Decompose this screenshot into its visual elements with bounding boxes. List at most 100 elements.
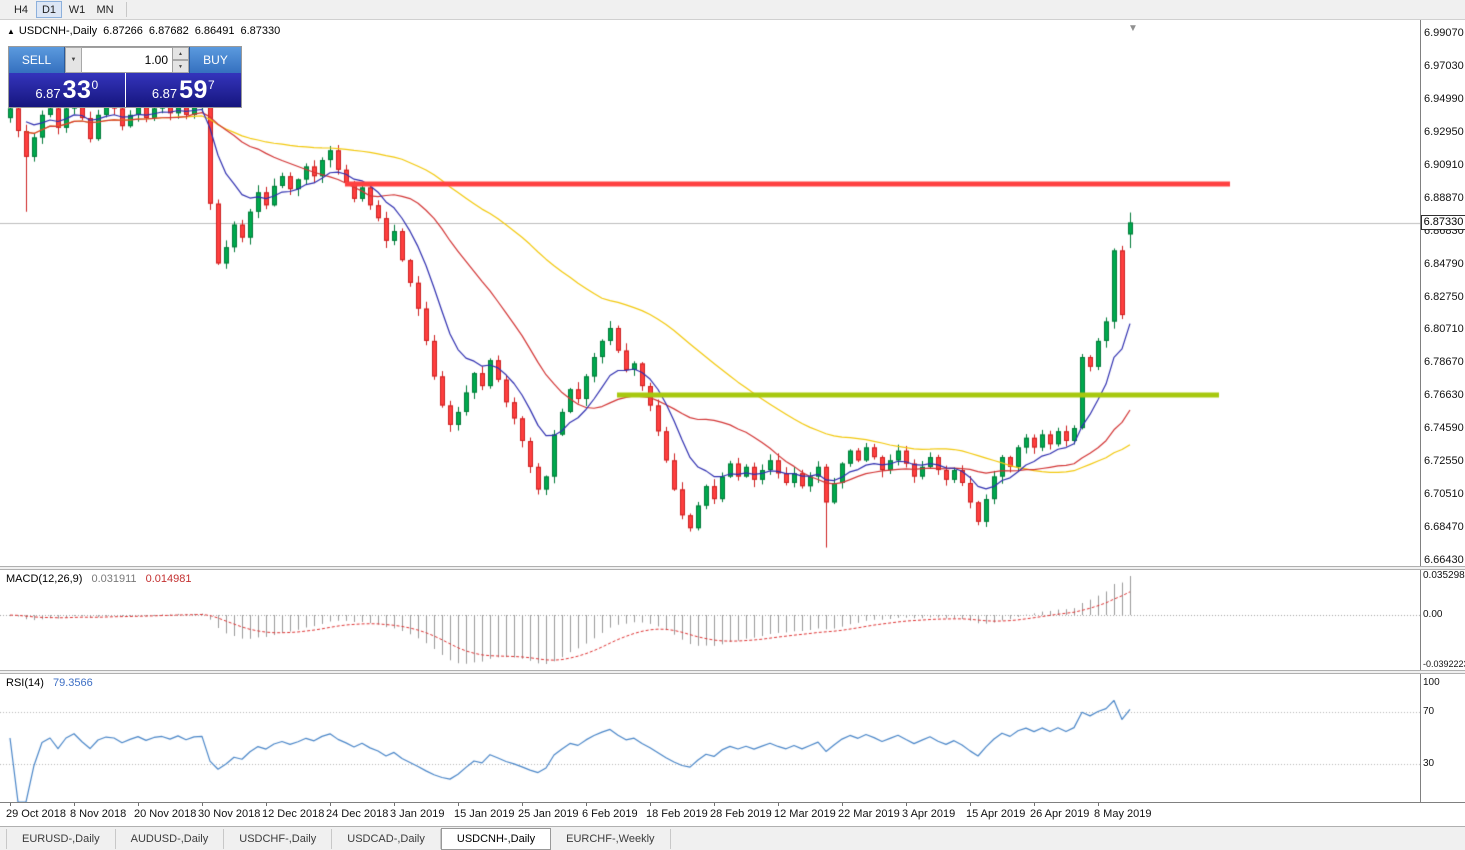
price-tick-label: 6.90910 (1424, 158, 1464, 171)
ohlc-open: 6.87266 (103, 25, 143, 37)
price-tick-label: 6.80710 (1424, 323, 1464, 336)
date-label: 12 Mar 2019 (774, 808, 836, 820)
rsi-canvas[interactable] (0, 674, 1420, 802)
date-tick (10, 803, 11, 806)
volume-spinner: ▲ ▼ (173, 47, 189, 73)
date-label: 20 Nov 2018 (134, 808, 197, 820)
price-tick-label: 6.76630 (1424, 389, 1464, 402)
date-tick (1034, 803, 1035, 806)
macd-name: MACD(12,26,9) (6, 573, 83, 585)
bid-price-badge: 6.87330 (1421, 214, 1465, 230)
macd-axis-max-label: 0.035298 (1423, 570, 1465, 581)
rsi-axis-label: 100 (1423, 677, 1440, 688)
date-tick (650, 803, 651, 806)
macd-axis-min-label: -0.0392223 (1423, 659, 1465, 669)
date-label: 8 Nov 2018 (70, 808, 127, 820)
date-tick (138, 803, 139, 806)
sell-price-display[interactable]: 6.87 33 0 (9, 73, 125, 107)
date-axis[interactable]: 29 Oct 2018 8 Nov 2018 20 Nov 2018 30 Nov 2… (0, 802, 1465, 826)
price-tick-label: 6.92950 (1424, 125, 1464, 138)
date-tick (906, 803, 907, 806)
price-tick-label: 6.97030 (1424, 59, 1464, 72)
date-tick (394, 803, 395, 806)
price-tick-label: 6.94990 (1424, 92, 1464, 105)
timeframe-toolbar: H4 D1 W1 MN (0, 0, 1465, 20)
date-label: 15 Jan 2019 (454, 808, 515, 820)
chart-tab-bar: EURUSD-,Daily AUDUSD-,Daily USDCHF-,Dail… (0, 826, 1465, 850)
volume-up-button[interactable]: ▲ (173, 47, 189, 60)
date-label: 18 Feb 2019 (646, 808, 708, 820)
date-label: 12 Dec 2018 (262, 808, 325, 820)
date-label: 6 Feb 2019 (582, 808, 638, 820)
date-label: 29 Oct 2018 (6, 808, 66, 820)
volume-dropdown-button[interactable]: ▼ (65, 47, 82, 73)
rsi-axis-label: 30 (1423, 757, 1435, 769)
price-tick-label: 6.70510 (1424, 488, 1464, 501)
date-tick (970, 803, 971, 806)
title-arrow-icon: ▲ (7, 26, 15, 36)
tab-usdcnh-daily[interactable]: USDCNH-,Daily (440, 827, 552, 850)
date-tick (842, 803, 843, 806)
date-label: 22 Mar 2019 (838, 808, 900, 820)
buy-button[interactable]: BUY (189, 47, 241, 73)
sell-price-big: 33 (62, 75, 92, 104)
date-tick (778, 803, 779, 806)
tab-eurchf-weekly[interactable]: EURCHF-,Weekly (551, 828, 671, 849)
date-tick (74, 803, 75, 806)
price-tick-label: 6.68470 (1424, 521, 1464, 534)
date-tick (202, 803, 203, 806)
volume-down-button[interactable]: ▼ (173, 60, 189, 73)
rsi-axis-label: 70 (1423, 706, 1435, 718)
one-click-trade-panel: SELL ▼ ▲ ▼ BUY 6.87 33 0 6.87 59 7 (8, 46, 242, 108)
timeframe-h4-button[interactable]: H4 (13, 3, 29, 16)
symbol-period-label: USDCNH-,Daily (18, 25, 98, 37)
tab-eurusd-daily[interactable]: EURUSD-,Daily (6, 828, 116, 849)
price-tick-label: 6.78670 (1424, 356, 1464, 369)
date-tick (266, 803, 267, 806)
buy-price-sup: 7 (207, 78, 215, 92)
date-tick (714, 803, 715, 806)
sell-button[interactable]: SELL (9, 47, 65, 73)
main-chart-canvas[interactable] (0, 20, 1420, 566)
tab-usdchf-daily[interactable]: USDCHF-,Daily (224, 828, 333, 849)
date-tick (330, 803, 331, 806)
rsi-name: RSI(14) (6, 677, 44, 689)
timeframe-mn-button[interactable]: MN (96, 3, 114, 16)
price-tick-label: 6.74590 (1424, 422, 1464, 435)
pane-separator[interactable] (0, 566, 1465, 570)
macd-value-main: 0.031911 (91, 573, 137, 585)
toolbar-separator (126, 2, 127, 17)
buy-price-big: 59 (179, 75, 208, 104)
price-tick-label: 6.84790 (1424, 257, 1464, 270)
chart-shift-icon[interactable]: ▼ (1128, 23, 1138, 34)
date-label: 8 May 2019 (1094, 808, 1152, 820)
date-tick (1098, 803, 1099, 806)
pane-separator[interactable] (0, 670, 1465, 674)
price-tick-label: 6.82750 (1424, 290, 1464, 303)
date-label: 25 Jan 2019 (518, 808, 579, 820)
buy-price-display[interactable]: 6.87 59 7 (125, 73, 241, 107)
timeframe-d1-button[interactable]: D1 (36, 1, 62, 18)
chart-window: ▲ USDCNH-,Daily 6.87266 6.87682 6.86491 … (0, 20, 1465, 826)
date-label: 3 Apr 2019 (902, 808, 956, 820)
date-label: 30 Nov 2018 (198, 808, 261, 820)
sell-price-sup: 0 (91, 78, 99, 92)
ohlc-high: 6.87682 (148, 25, 189, 37)
price-tick-label: 6.99070 (1424, 27, 1464, 39)
date-label: 28 Feb 2019 (710, 808, 772, 820)
macd-value-signal: 0.014981 (145, 573, 192, 585)
macd-indicator-label: MACD(12,26,9) 0.031911 0.014981 (6, 573, 198, 585)
ohlc-low: 6.86491 (194, 25, 235, 37)
volume-input[interactable] (82, 47, 173, 73)
chart-title: ▲ USDCNH-,Daily 6.87266 6.87682 6.86491 … (7, 25, 286, 37)
date-label: 3 Jan 2019 (390, 808, 445, 820)
macd-axis-zero-label: 0.00 (1423, 609, 1443, 621)
tab-audusd-daily[interactable]: AUDUSD-,Daily (116, 828, 225, 849)
tab-usdcad-daily[interactable]: USDCAD-,Daily (332, 828, 441, 849)
rsi-value: 79.3566 (52, 677, 93, 689)
timeframe-w1-button[interactable]: W1 (68, 3, 86, 16)
macd-canvas[interactable] (0, 570, 1420, 670)
date-label: 26 Apr 2019 (1030, 808, 1090, 820)
buy-price-prefix: 6.87 (151, 85, 178, 101)
price-axis[interactable]: 6.99070 6.97030 6.94990 6.92950 6.90910 6.888… (1420, 20, 1465, 802)
